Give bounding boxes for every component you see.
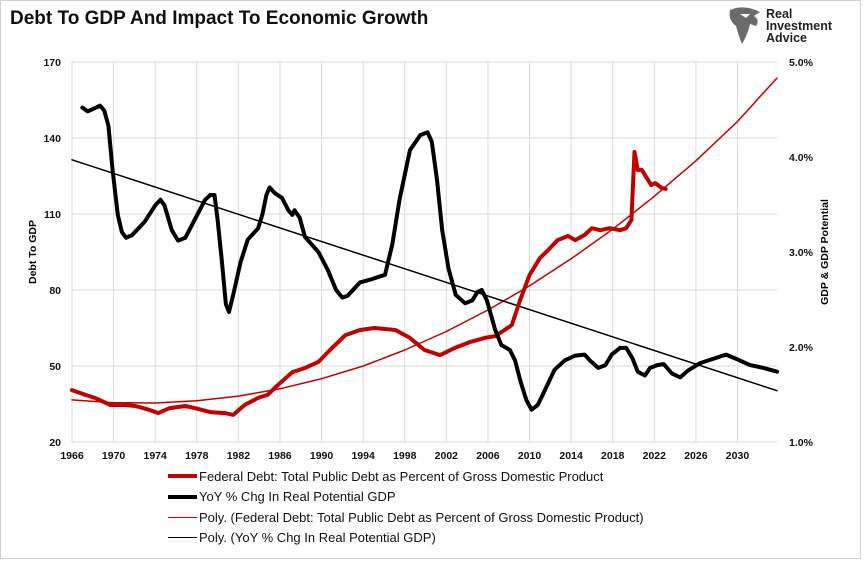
x-tick-label: 2002 [435, 450, 459, 462]
legend-label: Poly. (YoY % Chg In Real Potential GDP) [199, 530, 436, 546]
x-tick-label: 1994 [351, 450, 375, 462]
legend-label: YoY % Chg In Real Potential GDP [199, 489, 396, 505]
legend-item: Poly. (Federal Debt: Total Public Debt a… [168, 507, 644, 528]
x-tick-label: 2018 [601, 450, 625, 462]
y-tick-label: 170 [43, 57, 61, 69]
x-tick-label: 1970 [102, 450, 126, 462]
series-line-0 [70, 149, 668, 417]
legend-item: Federal Debt: Total Public Debt as Perce… [168, 466, 644, 487]
x-tick-label: 1986 [268, 450, 292, 462]
y-tick-label: 50 [49, 361, 61, 373]
y2-tick-label: 1.0% [789, 437, 814, 449]
y-tick-label: 20 [49, 437, 61, 449]
y2-tick-label: 3.0% [789, 247, 814, 259]
legend-item: Poly. (YoY % Chg In Real Potential GDP) [168, 528, 644, 549]
logo-line: Investment [766, 19, 832, 33]
x-tick-label: 2006 [476, 450, 500, 462]
x-tick-label: 2026 [684, 450, 708, 462]
legend: Federal Debt: Total Public Debt as Perce… [168, 466, 644, 548]
chart-title: Debt To GDP And Impact To Economic Growt… [10, 8, 429, 29]
x-tick-label: 1974 [144, 450, 168, 462]
grid [71, 61, 777, 443]
y2-tick-label: 4.0% [789, 152, 814, 164]
x-tick-label: 1990 [310, 450, 334, 462]
axes: 1966 1970 1974 1978 1982 1986 1990 1994 1998 2002… [43, 57, 813, 462]
series-lines [70, 77, 779, 417]
eagle-head-icon [729, 7, 760, 44]
series-line-2 [71, 77, 778, 404]
x-tick-label: 1978 [185, 450, 209, 462]
series-line-1 [80, 103, 779, 412]
legend-label: Poly. (Federal Debt: Total Public Debt a… [199, 509, 644, 525]
y-tick-label: 140 [43, 133, 61, 145]
y-axis-label: Debt To GDP [27, 220, 39, 284]
x-tick-label: 2022 [643, 450, 667, 462]
x-tick-label: 2030 [726, 450, 750, 462]
logo-line: Advice [766, 31, 807, 45]
y2-tick-label: 2.0% [789, 342, 814, 354]
y-tick-label: 110 [44, 209, 61, 221]
logo: Real Investment Advice [726, 4, 846, 48]
x-tick-label: 2014 [559, 450, 583, 462]
legend-label: Federal Debt: Total Public Debt as Perce… [199, 468, 604, 484]
legend-item: YoY % Chg In Real Potential GDP [168, 487, 644, 508]
legend-swatch [168, 516, 197, 518]
y2-tick-label: 5.0% [789, 57, 814, 69]
y-tick-label: 80 [49, 285, 61, 297]
x-tick-label: 1998 [393, 450, 417, 462]
y2-axis-label: GDP & GDP Potential [819, 199, 831, 305]
x-tick-label: 1982 [227, 450, 251, 462]
legend-swatch [168, 494, 197, 499]
legend-swatch [168, 474, 197, 479]
x-tick-label: 2010 [518, 450, 542, 462]
series-line-3 [71, 159, 778, 392]
logo-line: Real [766, 7, 793, 21]
legend-swatch [168, 537, 197, 539]
x-tick-label: 1966 [60, 450, 84, 462]
logo-text: Real Investment Advice [766, 7, 832, 45]
